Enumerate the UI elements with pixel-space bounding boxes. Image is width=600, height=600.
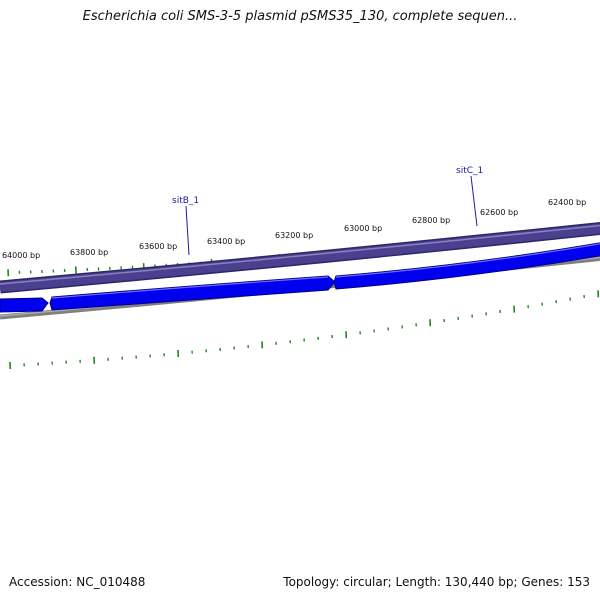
ruler-label-62600: 62600 bp xyxy=(480,208,518,217)
sequence-summary: Topology: circular; Length: 130,440 bp; … xyxy=(283,575,590,589)
ruler-label-63600: 63600 bp xyxy=(139,242,177,251)
ruler-label-63800: 63800 bp xyxy=(70,248,108,257)
inner-tick-marks xyxy=(9,290,600,370)
ruler-label-62400: 62400 bp xyxy=(548,198,586,207)
ruler-label-62800: 62800 bp xyxy=(412,216,450,225)
ruler-label-64000: 64000 bp xyxy=(2,251,40,260)
ruler-label-63400: 63400 bp xyxy=(207,237,245,246)
outer-feature-track[interactable] xyxy=(0,223,600,292)
ruler-labels: 64000 bp 63800 bp 63600 bp 63400 bp 6320… xyxy=(2,198,586,260)
ruler-label-63000: 63000 bp xyxy=(344,224,382,233)
gene-label-sitB_1[interactable]: sitB_1 xyxy=(172,196,199,206)
cds-arrow-sitC[interactable] xyxy=(49,275,336,311)
gene-callout-line xyxy=(185,205,190,256)
gene-label-sitC_1[interactable]: sitC_1 xyxy=(456,166,483,176)
cds-highlight xyxy=(51,276,329,299)
ruler-label-63200: 63200 bp xyxy=(275,231,313,240)
accession-text: Accession: NC_010488 xyxy=(9,575,146,589)
cds-arrows xyxy=(0,242,600,313)
gene-callout-line xyxy=(470,175,478,227)
outer-feature-track-highlight xyxy=(0,224,600,285)
map-title: Escherichia coli SMS-3-5 plasmid pSMS35_… xyxy=(82,9,518,24)
cds-highlight xyxy=(335,243,600,278)
gene-callouts: sitB_1 sitC_1 xyxy=(172,166,483,256)
cds-arrow-sitB[interactable] xyxy=(0,297,49,313)
